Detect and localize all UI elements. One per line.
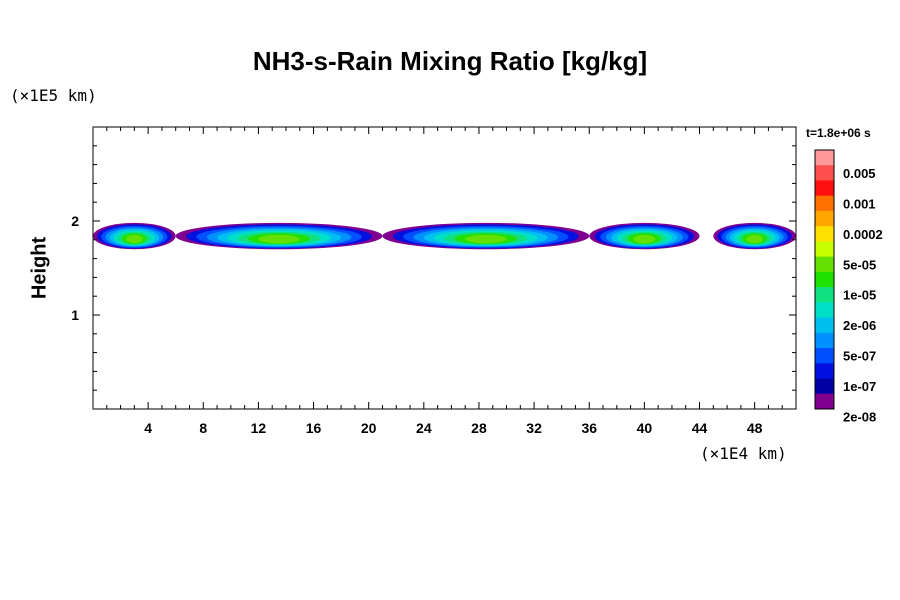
colorbar-swatch <box>815 150 834 166</box>
colorbar-swatch <box>815 180 834 197</box>
colorbar-swatch <box>815 332 834 349</box>
colorbar-label: 1e-07 <box>843 379 876 394</box>
x-tick-label: 28 <box>471 420 487 436</box>
cloud-contour <box>746 234 763 244</box>
colorbar-swatch <box>815 348 834 364</box>
colorbar-legend: 0.005 0.001 0.0002 5e-05 1e-05 2e-06 5e-07 1e-0… <box>814 149 883 425</box>
plot-frame <box>92 126 797 410</box>
cloud-contour <box>633 234 656 244</box>
colorbar-swatch <box>815 226 834 242</box>
x-tick-label: 32 <box>526 420 542 436</box>
x-tick-label: 36 <box>581 420 597 436</box>
colorbar-swatch <box>815 241 834 258</box>
colorbar-swatch <box>815 256 834 273</box>
colorbar-label: 1e-05 <box>843 288 876 303</box>
y-axis-unit: (×1E5 km) <box>10 86 97 105</box>
chart-title: NH3-s-Rain Mixing Ratio [kg/kg] <box>252 46 648 76</box>
x-tick-label: 20 <box>361 420 377 436</box>
colorbar-swatch <box>815 393 834 410</box>
x-tick-label: 12 <box>251 420 267 436</box>
colorbar-label: 0.005 <box>843 166 876 181</box>
colorbar-label: 5e-07 <box>843 349 876 364</box>
colorbar-swatch <box>815 210 834 227</box>
y-tick-label: 1 <box>71 307 79 323</box>
x-tick-label: 40 <box>637 420 653 436</box>
y-axis: 12 <box>71 145 796 391</box>
colorbar-label: 0.001 <box>843 196 876 211</box>
cloud-contour <box>258 234 300 244</box>
x-tick-label: 24 <box>416 420 432 436</box>
colorbar-label: 2e-06 <box>843 318 876 333</box>
colorbar-swatch <box>815 378 834 395</box>
y-tick-label: 2 <box>71 213 79 229</box>
colorbar-swatch <box>815 195 834 212</box>
cloud-contour <box>126 234 143 244</box>
colorbar-swatch <box>815 271 834 288</box>
x-tick-label: 44 <box>692 420 708 436</box>
colorbar-label: 0.0002 <box>843 227 883 242</box>
colorbar-swatch <box>815 317 834 334</box>
time-label: t=1.8e+06 s <box>806 126 871 140</box>
x-axis-unit: (×1E4 km) <box>700 444 787 463</box>
cloud-contour <box>465 234 507 244</box>
colorbar-swatch <box>815 363 834 380</box>
colorbar-swatch <box>815 165 834 181</box>
colorbar-swatch <box>815 302 834 319</box>
cloud-band <box>93 222 796 250</box>
x-tick-label: 4 <box>144 420 152 436</box>
x-tick-label: 8 <box>199 420 207 436</box>
x-tick-label: 16 <box>306 420 322 436</box>
colorbar-frame <box>814 149 835 410</box>
x-tick-label: 48 <box>747 420 763 436</box>
x-axis: 4 8 12 16 20 24 28 32 36 40 44 48 <box>106 127 783 436</box>
colorbar-swatch <box>815 287 834 303</box>
colorbar-label: 5e-05 <box>843 257 876 272</box>
colorbar-label: 2e-08 <box>843 410 876 425</box>
